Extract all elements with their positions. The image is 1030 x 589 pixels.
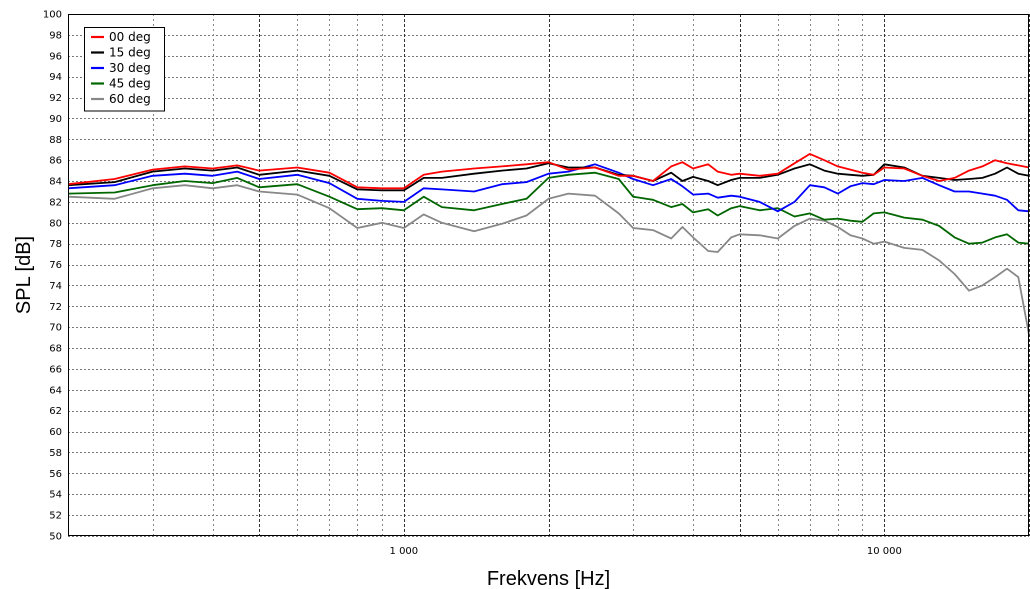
y-tick-label: 92	[49, 93, 62, 104]
y-tick-label: 56	[49, 469, 62, 480]
series-line-60-deg	[67, 184, 1030, 335]
y-tick-label: 64	[49, 385, 62, 396]
y-tick-label: 78	[49, 239, 62, 250]
y-tick-label: 86	[49, 156, 62, 167]
legend-label: 30 deg	[109, 61, 151, 75]
legend-label: 15 deg	[109, 46, 151, 60]
y-tick-label: 52	[49, 511, 62, 522]
legend-box	[84, 27, 165, 112]
y-tick-label: 62	[49, 406, 62, 417]
y-tick-label: 88	[49, 135, 62, 146]
y-tick-label: 60	[49, 427, 62, 438]
series-line-45-deg	[67, 171, 1030, 245]
y-tick-label: 76	[49, 260, 62, 271]
legend-label: 60 deg	[109, 92, 151, 106]
legend-label: 45 deg	[109, 77, 151, 91]
y-tick-label: 72	[49, 302, 62, 313]
y-tick-label: 70	[49, 323, 62, 334]
x-axis-title: Frekvens [Hz]	[487, 568, 610, 589]
series-line-30-deg	[67, 163, 1030, 213]
y-tick-label: 74	[49, 281, 62, 292]
y-tick-label: 98	[49, 30, 62, 41]
plot-area	[68, 14, 1029, 536]
y-axis-title: SPL [dB]	[13, 236, 35, 314]
y-tick-label: 82	[49, 197, 62, 208]
y-tick-label: 96	[49, 51, 62, 62]
y-tick-label: 94	[49, 72, 62, 83]
y-tick-label: 66	[49, 364, 62, 375]
y-tick-label: 58	[49, 448, 62, 459]
legend-label: 00 deg	[109, 30, 151, 44]
x-tick-label: 1 000	[390, 546, 419, 557]
y-tick-label: 84	[49, 177, 62, 188]
y-tick-label: 80	[49, 218, 62, 229]
y-tick-label: 90	[49, 114, 62, 125]
y-tick-label: 100	[43, 10, 62, 21]
y-tick-label: 50	[49, 532, 62, 543]
y-tick-labels: 50 52 54 56 58 60 62 64 66 68 70 72 74 76 78 80 82 84 86 88…	[43, 10, 62, 543]
minor-grid	[68, 14, 1029, 537]
series-lines	[67, 152, 1030, 335]
x-tick-label: 10 000	[867, 546, 902, 557]
x-tick-labels: 1 000 10 000	[390, 546, 902, 557]
plot-frame	[68, 14, 1029, 536]
series-line-00-deg	[67, 152, 1030, 190]
y-tick-label: 68	[49, 344, 62, 355]
y-tick-label: 54	[49, 490, 62, 501]
